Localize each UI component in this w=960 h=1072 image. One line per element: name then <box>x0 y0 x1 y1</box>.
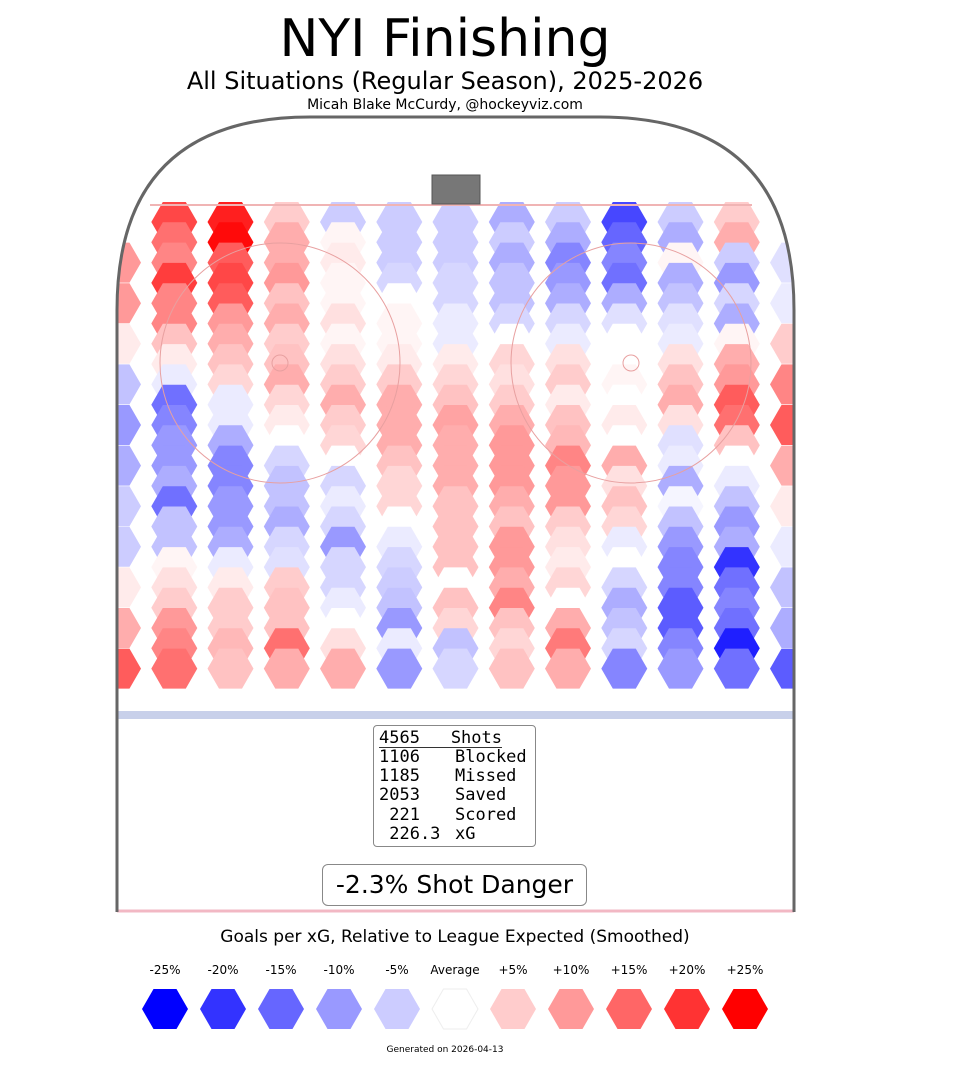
stats-label: Scored <box>455 804 517 825</box>
legend-label: -10% <box>323 963 355 977</box>
hex-cell <box>151 648 198 689</box>
goal-net <box>431 174 481 205</box>
stats-label: Missed <box>455 766 517 787</box>
stats-label: Saved <box>455 785 507 806</box>
faceoff-circle-right <box>510 242 752 484</box>
legend-swatch <box>374 989 420 1029</box>
faceoff-dot-left <box>271 354 289 372</box>
stats-num: 1185 <box>379 766 420 787</box>
legend-title: Goals per xG, Relative to League Expecte… <box>220 927 690 947</box>
chart-subtitle: All Situations (Regular Season), 2025-20… <box>186 67 704 95</box>
legend-swatch <box>316 989 362 1029</box>
legend-label: +15% <box>610 963 648 977</box>
legend-label: -25% <box>149 963 181 977</box>
chart-title: NYI Finishing <box>279 9 611 69</box>
shot-danger-badge: -2.3% Shot Danger <box>322 864 587 906</box>
hex-cell <box>376 648 423 689</box>
rink-markings <box>115 115 796 913</box>
stats-row-shots: 4565 Shots <box>379 729 502 748</box>
legend-swatch <box>606 989 652 1029</box>
hex-cell <box>207 648 254 689</box>
legend-label: -20% <box>207 963 239 977</box>
stats-row-blocked: 1106 Blocked <box>379 747 535 767</box>
stats-row-scored: 221 Scored <box>379 804 535 825</box>
legend-swatch <box>548 989 594 1029</box>
hex-cell <box>320 648 366 689</box>
legend-swatch <box>431 988 479 1030</box>
legend-swatches <box>142 988 768 1030</box>
legend-label: +25% <box>726 963 764 977</box>
stats-row-saved: 2053 Saved <box>379 786 535 805</box>
hex-grid <box>117 202 794 689</box>
legend-swatch <box>722 989 768 1029</box>
hex-cell <box>601 648 648 689</box>
faceoff-circle-left <box>159 242 401 484</box>
hex-cell <box>263 648 310 689</box>
chart-byline: Micah Blake McCurdy, @hockeyviz.com <box>307 97 583 113</box>
stats-num: 226.3 <box>379 823 441 844</box>
legend-label: +5% <box>498 963 528 977</box>
hex-cell <box>432 648 479 689</box>
legend-swatch <box>258 989 304 1029</box>
stats-row-missed: 1185 Missed <box>379 767 535 786</box>
legend-swatch <box>490 989 536 1029</box>
stats-num: 1106 <box>379 747 420 767</box>
legend-swatch <box>142 989 188 1029</box>
rink-heatmap <box>115 115 796 913</box>
stats-num: 2053 <box>379 785 420 806</box>
blue-line <box>117 711 794 719</box>
shot-stats-table: 4565 Shots 1106 Blocked 1185 Missed 2053 Sav… <box>373 725 536 847</box>
legend-label: Average <box>430 963 480 977</box>
legend-label: +20% <box>668 963 706 977</box>
legend-label: -5% <box>385 963 409 977</box>
legend-swatch <box>664 989 710 1029</box>
stats-row-xg: 226.3 xG <box>379 823 535 844</box>
hex-cell <box>713 648 760 689</box>
hex-cell <box>488 648 535 689</box>
stats-label: Blocked <box>455 747 527 767</box>
stats-label: xG <box>455 823 476 844</box>
stats-num: 221 <box>379 804 420 825</box>
hex-cell <box>545 648 591 689</box>
legend-label: -15% <box>265 963 297 977</box>
stats-label: Shots <box>450 728 502 748</box>
legend-label: +10% <box>552 963 590 977</box>
stats-num: 4565 <box>379 728 420 748</box>
hex-cell <box>657 648 704 689</box>
rink-boards <box>115 115 796 912</box>
generated-date: Generated on 2026-04-13 <box>386 1045 504 1055</box>
faceoff-dot-right <box>622 354 640 372</box>
legend-swatch <box>200 989 246 1029</box>
